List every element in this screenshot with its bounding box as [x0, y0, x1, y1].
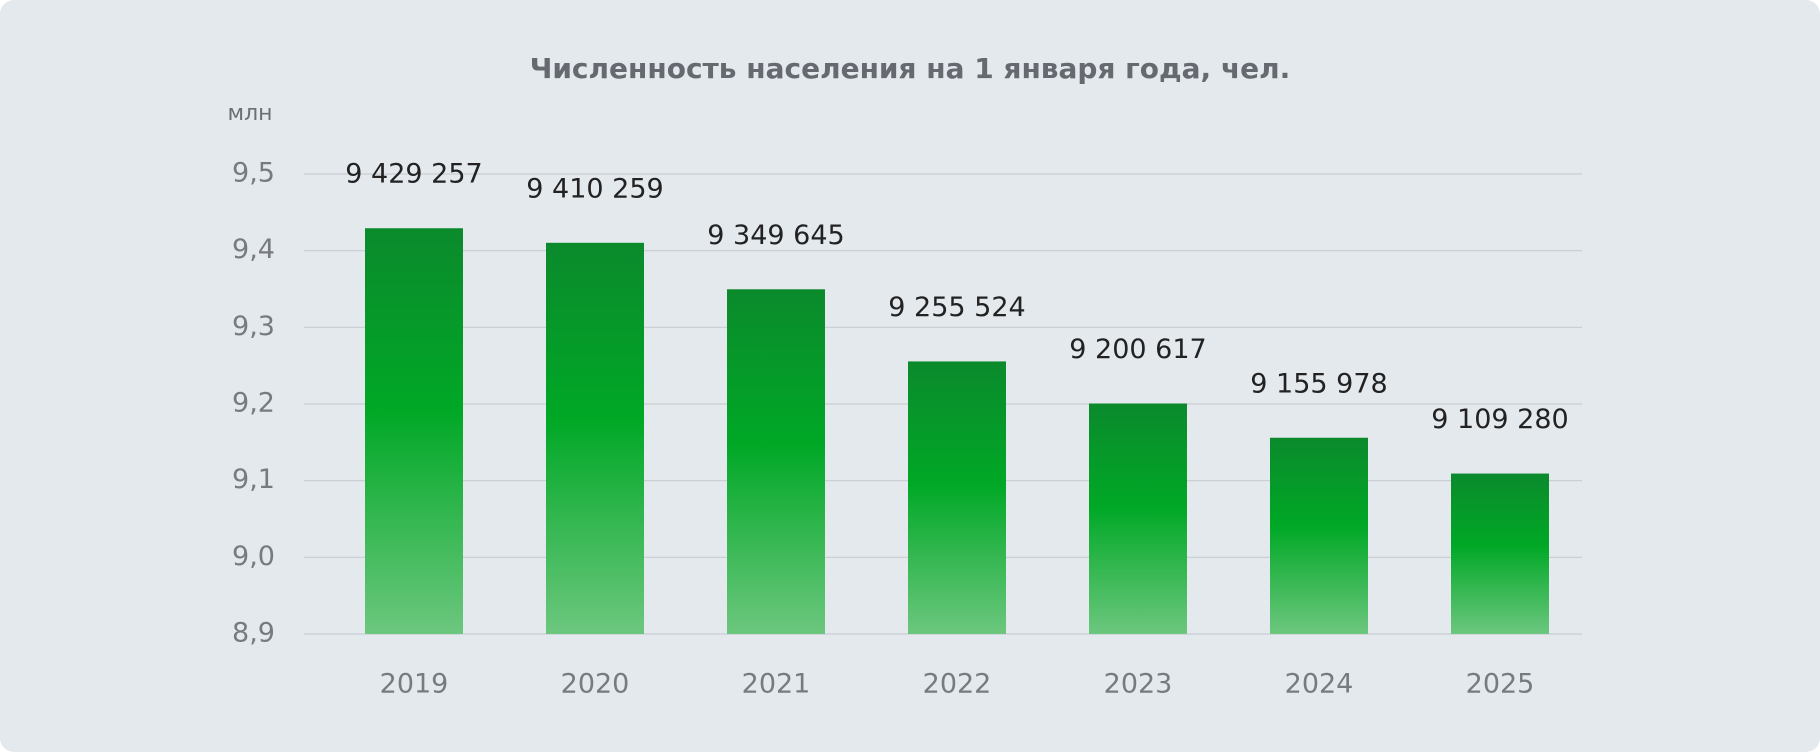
bar: [1089, 403, 1187, 634]
value-label: 9 155 978: [1250, 368, 1387, 399]
bar: [1451, 473, 1549, 634]
y-tick-label: 9,1: [232, 464, 275, 495]
x-tick-label: 2025: [1466, 669, 1535, 700]
value-label: 9 429 257: [345, 159, 482, 190]
x-tick-label: 2024: [1285, 669, 1354, 700]
x-tick-label: 2020: [561, 669, 630, 700]
value-label: 9 255 524: [888, 292, 1025, 323]
y-tick-label: 8,9: [232, 618, 275, 649]
y-tick-label: 9,5: [232, 158, 275, 189]
value-label: 9 200 617: [1069, 334, 1206, 365]
y-tick-label: 9,0: [232, 541, 275, 572]
y-tick-label: 9,2: [232, 388, 275, 419]
bar: [546, 242, 644, 634]
y-tick-label: 9,3: [232, 311, 275, 342]
y-axis-unit: млн: [227, 101, 272, 126]
y-tick-label: 9,4: [232, 234, 275, 265]
x-tick-label: 2022: [923, 669, 992, 700]
chart-title: Численность населения на 1 января года, …: [530, 52, 1291, 85]
bar: [1270, 437, 1368, 634]
bar: [365, 228, 463, 634]
x-tick-label: 2021: [742, 669, 811, 700]
value-label: 9 349 645: [707, 220, 844, 251]
bar: [908, 361, 1006, 634]
x-tick-label: 2019: [380, 669, 449, 700]
bar: [727, 289, 825, 634]
value-label: 9 109 280: [1431, 404, 1568, 435]
x-tick-label: 2023: [1104, 669, 1173, 700]
value-label: 9 410 259: [526, 173, 663, 204]
